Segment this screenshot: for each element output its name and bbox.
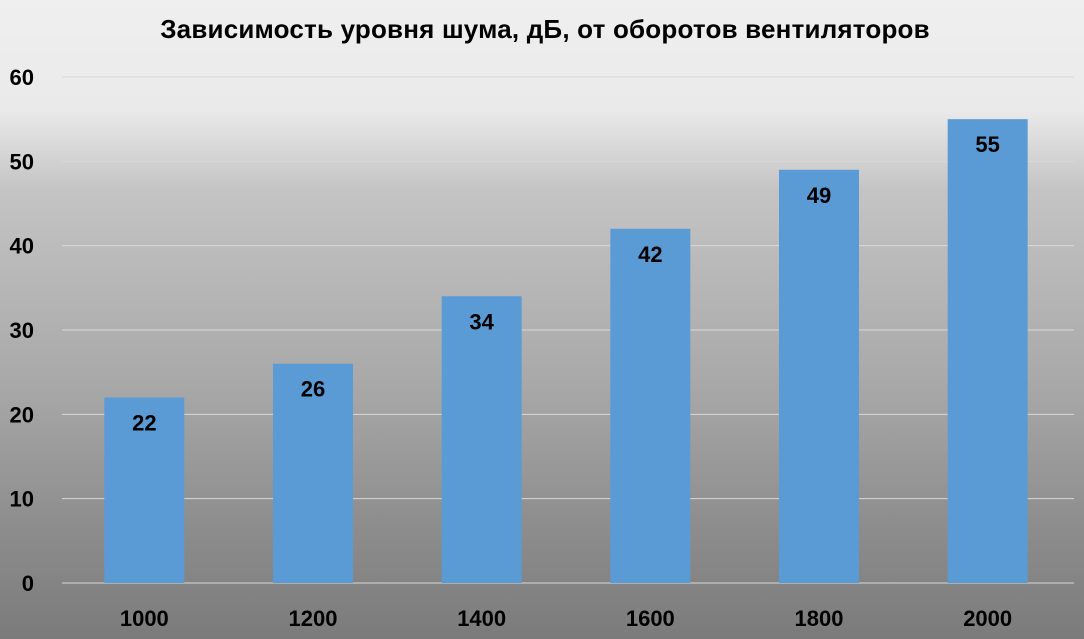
data-label: 42 <box>638 242 662 267</box>
data-label: 34 <box>469 309 494 334</box>
x-tick-label: 1200 <box>289 606 338 631</box>
y-tick-label: 40 <box>10 234 34 259</box>
data-label: 55 <box>975 132 999 157</box>
data-label: 22 <box>132 410 156 435</box>
x-tick-label: 1800 <box>795 606 844 631</box>
data-label: 26 <box>301 377 325 402</box>
y-tick-label: 0 <box>22 571 34 596</box>
y-tick-label: 10 <box>10 487 34 512</box>
bar <box>441 296 522 583</box>
chart-title: Зависимость уровня шума, дБ, от оборотов… <box>160 14 930 44</box>
x-tick-label: 1000 <box>120 606 169 631</box>
bar <box>947 119 1028 584</box>
y-tick-label: 30 <box>10 318 34 343</box>
bar <box>104 397 185 583</box>
bar <box>273 363 353 583</box>
x-tick-label: 1400 <box>457 606 506 631</box>
x-tick-label: 1600 <box>626 606 675 631</box>
bar <box>779 169 859 583</box>
bar <box>610 228 691 584</box>
y-tick-label: 60 <box>10 65 34 90</box>
y-tick-label: 20 <box>10 402 34 427</box>
data-label: 49 <box>807 183 831 208</box>
x-tick-label: 2000 <box>963 606 1012 631</box>
y-tick-label: 50 <box>10 149 34 174</box>
